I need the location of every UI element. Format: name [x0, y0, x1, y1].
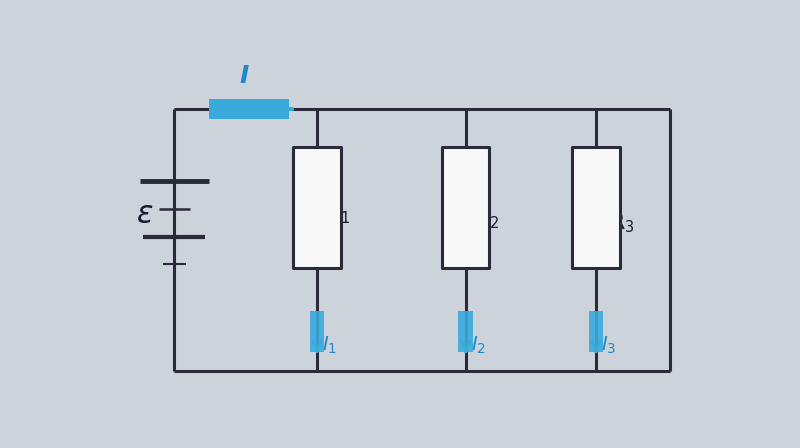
- Text: R$_2$: R$_2$: [475, 207, 500, 231]
- Text: I$_3$: I$_3$: [601, 335, 616, 356]
- Bar: [589, 311, 603, 352]
- Bar: [294, 147, 341, 267]
- Bar: [310, 311, 325, 352]
- Text: R$_1$: R$_1$: [326, 202, 351, 226]
- Bar: [573, 147, 619, 267]
- Bar: [209, 99, 289, 119]
- Text: $\varepsilon$: $\varepsilon$: [136, 200, 154, 228]
- Bar: [442, 147, 490, 267]
- Text: I: I: [239, 64, 249, 88]
- Text: R$_3$: R$_3$: [610, 211, 635, 235]
- Text: I$_1$: I$_1$: [322, 335, 337, 356]
- Bar: [458, 311, 474, 352]
- Text: I$_2$: I$_2$: [470, 335, 486, 356]
